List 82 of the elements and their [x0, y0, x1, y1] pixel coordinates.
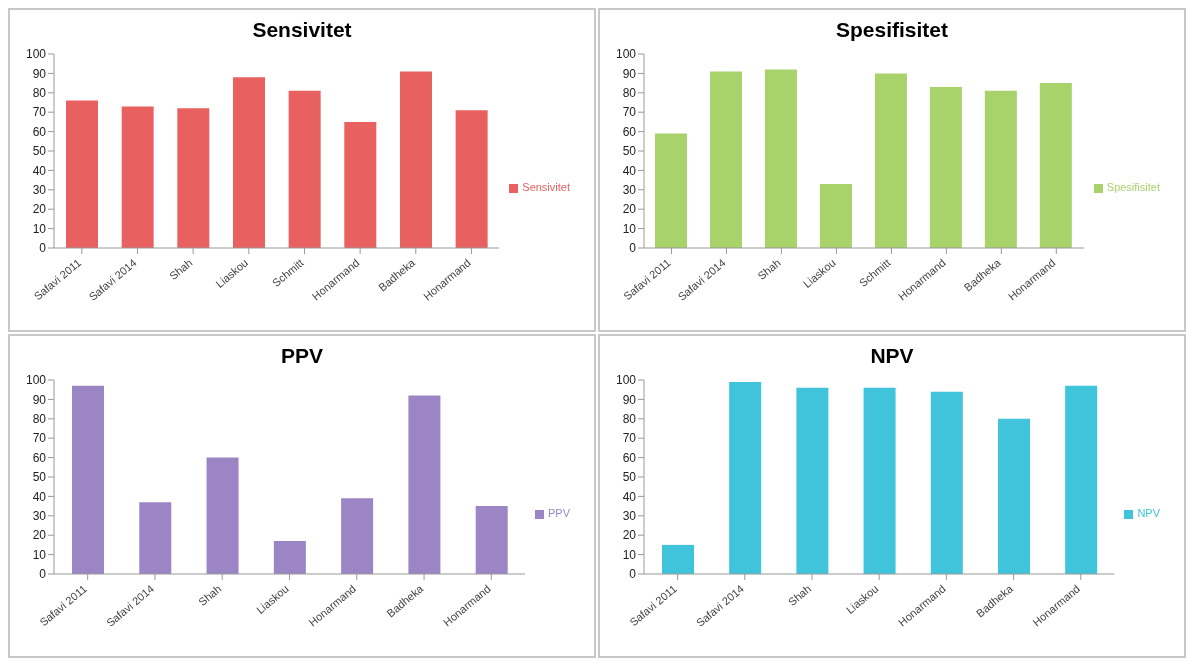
chart-title: Sensivitet: [251, 18, 353, 43]
y-tick-label: 20: [32, 202, 47, 217]
y-tick-label: 80: [32, 86, 47, 101]
chart-title: Spesifisitet: [834, 18, 949, 43]
y-tick-label: 0: [39, 567, 47, 582]
y-tick-label: 70: [32, 105, 47, 120]
bar: [729, 381, 762, 574]
y-tick-label: 10: [622, 221, 637, 236]
y-tick-label: 0: [39, 241, 47, 256]
y-tick-label: 20: [622, 528, 637, 543]
bar: [863, 387, 896, 574]
y-tick-label: 90: [622, 66, 637, 81]
y-tick-label: 40: [32, 163, 47, 178]
bar: [273, 541, 306, 574]
y-tick-label: 60: [622, 124, 637, 139]
y-tick-label: 60: [32, 124, 47, 139]
y-tick-label: 80: [32, 412, 47, 427]
legend-label: Spesifisitet: [1106, 181, 1160, 193]
bar: [709, 71, 742, 248]
bar: [344, 121, 377, 248]
y-tick-label: 30: [32, 509, 47, 524]
bar: [662, 544, 694, 574]
bar: [997, 418, 1030, 574]
y-tick-label: 0: [629, 567, 637, 582]
bar: [1039, 83, 1072, 248]
y-tick-label: 100: [615, 373, 637, 388]
y-tick-label: 50: [622, 470, 637, 485]
y-tick-label: 90: [622, 392, 637, 407]
y-tick-label: 90: [32, 66, 47, 81]
y-tick-label: 50: [32, 470, 47, 485]
bar: [796, 387, 829, 574]
y-tick-label: 70: [622, 431, 637, 446]
y-tick-label: 50: [622, 144, 637, 159]
y-tick-label: 20: [32, 528, 47, 543]
y-tick-label: 40: [32, 489, 47, 504]
y-tick-label: 60: [32, 450, 47, 465]
bar: [139, 502, 172, 574]
bar: [232, 77, 265, 248]
y-tick-label: 70: [32, 431, 47, 446]
y-tick-label: 50: [32, 144, 47, 159]
y-tick-label: 80: [622, 412, 637, 427]
y-tick-label: 0: [629, 241, 637, 256]
y-tick-label: 100: [25, 47, 47, 62]
bar: [764, 69, 797, 248]
chart-title: PPV: [280, 344, 324, 369]
bar: [874, 73, 907, 248]
chart-title: NPV: [869, 344, 915, 369]
bar: [177, 108, 210, 248]
y-tick-label: 10: [32, 221, 47, 236]
y-tick-label: 90: [32, 392, 47, 407]
bar: [929, 86, 962, 248]
y-tick-label: 30: [622, 183, 637, 198]
bar: [206, 457, 239, 574]
y-tick-label: 100: [615, 47, 637, 62]
y-tick-label: 10: [622, 547, 637, 562]
y-tick-label: 10: [32, 547, 47, 562]
bar: [984, 90, 1017, 248]
bar: [475, 506, 508, 574]
y-tick-label: 30: [32, 183, 47, 198]
bar: [288, 90, 321, 248]
y-tick-label: 100: [25, 373, 47, 388]
bar: [408, 395, 441, 574]
bar: [930, 391, 963, 574]
legend-label: PPV: [547, 507, 570, 519]
bar: [655, 133, 687, 248]
bar: [121, 106, 154, 248]
legend-label: Sensivitet: [522, 181, 570, 193]
y-tick-label: 20: [622, 202, 637, 217]
y-tick-label: 40: [622, 163, 637, 178]
bar: [1065, 385, 1098, 574]
bar: [399, 71, 432, 248]
y-tick-label: 70: [622, 105, 637, 120]
bar: [819, 183, 852, 248]
bar: [341, 498, 374, 574]
y-tick-label: 60: [622, 450, 637, 465]
y-tick-label: 30: [622, 509, 637, 524]
y-tick-label: 80: [622, 86, 637, 101]
y-tick-label: 40: [622, 489, 637, 504]
bar: [72, 385, 104, 574]
bar: [66, 100, 98, 248]
bar: [455, 110, 488, 248]
legend-label: NPV: [1137, 507, 1160, 519]
